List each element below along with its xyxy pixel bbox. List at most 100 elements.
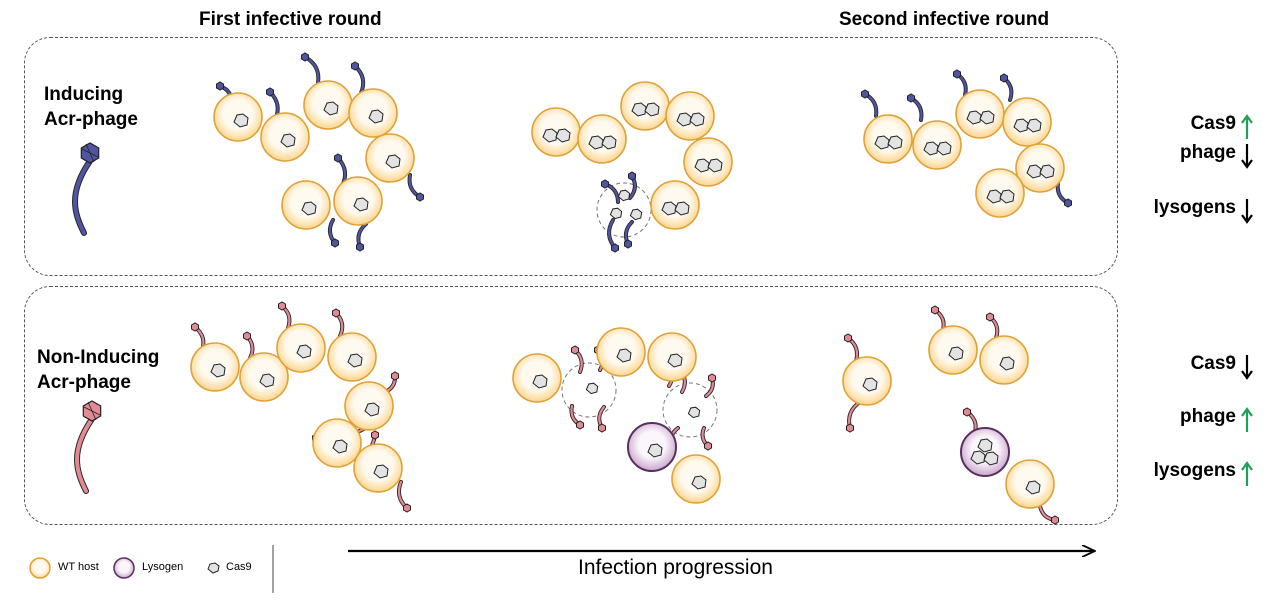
cas9-icon xyxy=(629,208,643,221)
phage-tail-fill xyxy=(73,159,92,235)
phage-capsid xyxy=(861,89,869,99)
cas9-icon xyxy=(667,353,683,368)
cas9-icon xyxy=(923,141,939,156)
phage-capsid xyxy=(601,179,609,189)
phage-capsid xyxy=(953,69,961,79)
up-arrow-icon xyxy=(1241,461,1253,486)
cas9-icon xyxy=(259,373,275,388)
phage-capsid xyxy=(708,373,716,383)
cas9-icon xyxy=(999,189,1015,204)
cas9-icon xyxy=(1026,164,1042,179)
phage-capsid xyxy=(416,192,424,202)
cas9-icon xyxy=(368,109,384,124)
cas9-icon xyxy=(588,135,604,150)
cas9-icon xyxy=(532,374,548,389)
top-outcome-lysogens-label: lysogens xyxy=(1153,197,1236,218)
cas9-icon xyxy=(674,201,690,216)
phage-capsid xyxy=(846,423,854,433)
cas9-icon xyxy=(385,154,401,169)
phage-capsid xyxy=(844,333,852,343)
progression-label: Infection progression xyxy=(578,556,773,579)
phage-capsid xyxy=(351,61,359,71)
top-outcome-lysogens: lysogens xyxy=(1124,197,1256,225)
cas9-icon xyxy=(609,207,623,220)
cas9-icon xyxy=(707,158,723,173)
non-inducing-phage-label: Non-Inducing Acr-phage xyxy=(37,345,159,395)
phage-capsid xyxy=(332,308,340,318)
cas9-icon xyxy=(347,353,363,368)
cas9-icon xyxy=(1039,164,1055,179)
non-inducing-phage-icon xyxy=(74,400,102,494)
cas9-icon xyxy=(691,475,707,490)
top-outcome-phage: phage xyxy=(1124,142,1256,170)
phage-capsid xyxy=(628,171,636,181)
phage-capsid xyxy=(1000,73,1008,83)
up-arrow-icon xyxy=(1241,114,1253,139)
legend-wt-host-label: WT host xyxy=(58,561,99,573)
down-arrow-icon xyxy=(1241,355,1253,380)
phage-capsid xyxy=(986,312,994,322)
up-arrow-icon xyxy=(1241,407,1253,432)
cas9-icon xyxy=(936,141,952,156)
non-inducing-panel xyxy=(24,286,1118,525)
cas9-icon xyxy=(323,101,339,116)
phage-capsid xyxy=(371,430,379,440)
cas9-icon xyxy=(689,112,705,127)
non-inducing-label-line1: Non-Inducing xyxy=(37,347,160,368)
phage-capsid xyxy=(243,331,251,341)
bottom-outcome-lysogens: lysogens xyxy=(1124,460,1256,488)
cas9-icon xyxy=(999,356,1015,371)
cas9-icon xyxy=(986,189,1002,204)
bottom-outcome-phage-label: phage xyxy=(1180,406,1236,427)
cas9-icon xyxy=(1026,118,1042,133)
phage-capsid xyxy=(1064,198,1072,208)
phage-capsid xyxy=(704,441,712,451)
cas9-icon xyxy=(631,102,647,117)
top-outcome-cas9: Cas9 xyxy=(1124,113,1256,141)
inducing-phage-icon xyxy=(72,142,100,236)
legend-cas9-label: Cas9 xyxy=(226,561,252,573)
cas9-icon xyxy=(555,128,571,143)
cas9-icon xyxy=(862,377,878,392)
cas9-icon xyxy=(210,363,226,378)
bottom-outcome-phage: phage xyxy=(1124,406,1256,434)
cas9-icon xyxy=(676,112,692,127)
cas9-icon xyxy=(585,382,599,395)
cas9-icon xyxy=(977,438,993,453)
phage-capsid xyxy=(907,93,915,103)
phage-capsid xyxy=(576,420,584,430)
cas9-icon xyxy=(617,189,631,202)
phage-capsid xyxy=(278,301,286,311)
cas9-icon xyxy=(966,110,982,125)
phage-capsid xyxy=(356,242,364,252)
cas9-icon xyxy=(280,133,296,148)
cas9-icon xyxy=(647,443,663,458)
cas9-icon xyxy=(948,346,964,361)
second-round-header: Second infective round xyxy=(839,9,1050,30)
cas9-icon xyxy=(353,197,369,212)
top-outcome-cas9-label: Cas9 xyxy=(1190,113,1236,134)
phage-capsid xyxy=(301,52,309,62)
capsid-facets xyxy=(83,401,101,421)
inducing-panel xyxy=(24,37,1118,276)
phage-capsid xyxy=(963,407,971,417)
phage-capsid xyxy=(191,322,199,332)
cas9-icon xyxy=(373,464,389,479)
phage-capsid xyxy=(571,345,579,355)
phage-capsid xyxy=(334,153,342,163)
phage-capsid xyxy=(931,305,939,315)
cas9-icon xyxy=(644,102,660,117)
phage-capsid xyxy=(391,371,399,381)
cas9-icon xyxy=(601,135,617,150)
phage-capsid xyxy=(266,87,274,97)
cas9-icon xyxy=(983,451,999,466)
down-arrow-icon xyxy=(1241,144,1253,169)
phage-capsid xyxy=(216,81,224,91)
cas9-icon xyxy=(364,402,380,417)
down-arrow-icon xyxy=(1241,199,1253,224)
bottom-outcome-cas9-label: Cas9 xyxy=(1190,353,1236,374)
phage-tail-fill xyxy=(75,417,94,493)
inducing-label-line2: Acr-phage xyxy=(44,109,138,130)
